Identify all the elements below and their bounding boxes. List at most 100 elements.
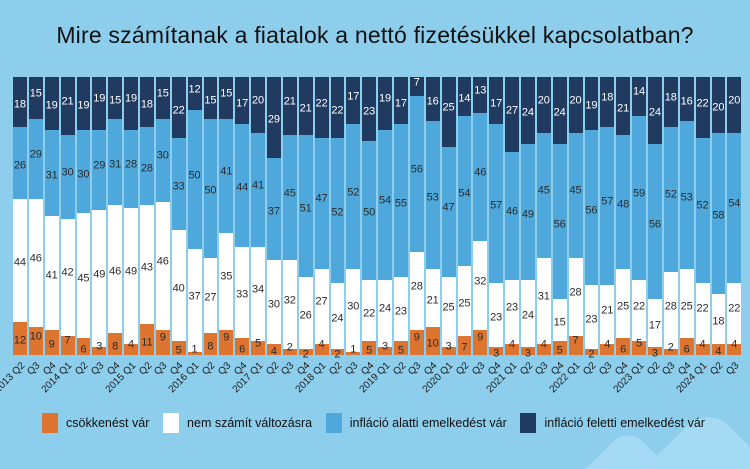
segment-no_change[interactable] [536, 257, 551, 344]
bar-q2[interactable]: 14 54 25 7 Q2 [454, 77, 472, 378]
segment-above_inflation[interactable] [362, 77, 377, 141]
segment-below_inflation[interactable] [663, 127, 678, 272]
segment-above_inflation[interactable] [409, 77, 424, 97]
segment-above_inflation[interactable] [536, 77, 551, 133]
bar-2024-q1[interactable]: 22 52 22 4 2024 Q1 [675, 77, 710, 395]
segment-no_change[interactable] [314, 268, 329, 344]
bar-q3[interactable]: 18 52 28 2 Q3 [661, 77, 678, 378]
segment-decrease[interactable] [394, 341, 408, 355]
segment-no_change[interactable] [663, 271, 678, 350]
segment-decrease[interactable] [521, 346, 535, 355]
bar-q4[interactable]: 21 48 25 6 Q4 [613, 77, 631, 378]
segment-above_inflation[interactable] [457, 77, 472, 116]
segment-no_change[interactable] [568, 257, 583, 336]
segment-decrease[interactable] [314, 343, 329, 355]
segment-below_inflation[interactable] [60, 135, 75, 219]
segment-decrease[interactable] [584, 349, 599, 355]
segment-below_inflation[interactable] [171, 138, 186, 230]
segment-below_inflation[interactable] [314, 138, 329, 269]
segment-above_inflation[interactable] [600, 77, 615, 128]
segment-decrease[interactable] [13, 321, 27, 355]
segment-decrease[interactable] [711, 343, 726, 355]
segment-no_change[interactable] [155, 202, 170, 330]
segment-decrease[interactable] [362, 341, 377, 355]
segment-above_inflation[interactable] [663, 77, 678, 128]
bar-q3[interactable]: 20 54 22 4 Q3 [724, 77, 742, 378]
segment-no_change[interactable] [679, 268, 694, 339]
bar-q4[interactable]: 15 31 46 8 Q4 [105, 77, 123, 378]
segment-no_change[interactable] [251, 246, 265, 342]
segment-decrease[interactable] [60, 335, 75, 355]
segment-no_change[interactable] [457, 266, 472, 336]
segment-above_inflation[interactable] [584, 77, 599, 130]
segment-above_inflation[interactable] [13, 77, 27, 128]
segment-below_inflation[interactable] [44, 129, 59, 216]
segment-no_change[interactable] [552, 299, 567, 342]
bar-2020-q1[interactable]: 25 47 25 3 2020 Q1 [421, 77, 456, 395]
bar-2021-q1[interactable]: 27 46 23 4 2021 Q1 [484, 77, 519, 395]
segment-no_change[interactable] [394, 277, 408, 342]
segment-above_inflation[interactable] [711, 77, 726, 133]
segment-above_inflation[interactable] [473, 77, 488, 114]
bar-q3[interactable]: 15 41 35 9 Q3 [216, 77, 234, 378]
bar-2018-q1[interactable]: 22 47 27 4 2018 Q1 [294, 77, 329, 395]
segment-decrease[interactable] [155, 329, 170, 355]
segment-below_inflation[interactable] [76, 129, 91, 214]
segment-no_change[interactable] [44, 215, 59, 330]
segment-below_inflation[interactable] [616, 135, 631, 269]
segment-decrease[interactable] [219, 329, 234, 355]
bar-q2[interactable]: 19 30 45 6 Q2 [73, 77, 91, 378]
segment-above_inflation[interactable] [616, 77, 631, 136]
segment-above_inflation[interactable] [521, 77, 535, 144]
segment-decrease[interactable] [124, 343, 138, 355]
segment-no_change[interactable] [632, 279, 646, 342]
segment-below_inflation[interactable] [251, 132, 265, 247]
segment-above_inflation[interactable] [203, 77, 218, 119]
segment-no_change[interactable] [13, 199, 27, 322]
bar-q4[interactable]: 16 53 25 6 Q4 [677, 77, 694, 378]
segment-decrease[interactable] [441, 346, 456, 355]
segment-decrease[interactable] [44, 329, 59, 355]
segment-no_change[interactable] [92, 210, 107, 347]
segment-no_change[interactable] [267, 260, 281, 344]
segment-above_inflation[interactable] [140, 77, 154, 128]
segment-below_inflation[interactable] [187, 110, 202, 250]
segment-no_change[interactable] [584, 285, 599, 350]
segment-above_inflation[interactable] [378, 77, 392, 130]
segment-above_inflation[interactable] [298, 77, 313, 136]
segment-decrease[interactable] [330, 349, 345, 355]
segment-decrease[interactable] [425, 327, 440, 355]
segment-decrease[interactable] [76, 338, 91, 355]
segment-below_inflation[interactable] [473, 113, 488, 241]
segment-above_inflation[interactable] [489, 77, 504, 125]
segment-decrease[interactable] [505, 343, 519, 355]
segment-above_inflation[interactable] [60, 77, 75, 136]
bar-q4[interactable]: 19 31 41 9 Q4 [42, 77, 59, 378]
bar-q4[interactable]: 23 50 22 5 Q4 [359, 77, 377, 378]
segment-above_inflation[interactable] [330, 77, 345, 139]
segment-above_inflation[interactable] [155, 77, 170, 119]
segment-no_change[interactable] [695, 282, 710, 344]
bar-q4[interactable]: 17 57 23 3 Q4 [486, 77, 504, 378]
segment-decrease[interactable] [473, 329, 488, 355]
segment-decrease[interactable] [409, 329, 424, 355]
segment-below_inflation[interactable] [552, 143, 567, 300]
segment-no_change[interactable] [298, 277, 313, 350]
segment-below_inflation[interactable] [409, 96, 424, 253]
segment-below_inflation[interactable] [632, 115, 646, 280]
segment-below_inflation[interactable] [505, 152, 519, 280]
segment-above_inflation[interactable] [441, 77, 456, 147]
segment-below_inflation[interactable] [108, 118, 123, 205]
segment-no_change[interactable] [219, 232, 234, 330]
segment-no_change[interactable] [171, 229, 186, 342]
segment-no_change[interactable] [282, 260, 297, 350]
bar-q4[interactable]: 24 56 15 5 Q4 [550, 77, 567, 378]
bar-q3[interactable]: 13 46 32 9 Q3 [470, 77, 488, 378]
bar-q3[interactable]: 19 29 49 3 Q3 [89, 77, 107, 378]
segment-decrease[interactable] [282, 349, 297, 355]
segment-decrease[interactable] [267, 343, 281, 355]
segment-below_inflation[interactable] [92, 129, 107, 211]
segment-above_inflation[interactable] [727, 77, 742, 133]
segment-decrease[interactable] [203, 332, 218, 355]
bar-q4[interactable]: 22 33 40 5 Q4 [169, 77, 186, 378]
